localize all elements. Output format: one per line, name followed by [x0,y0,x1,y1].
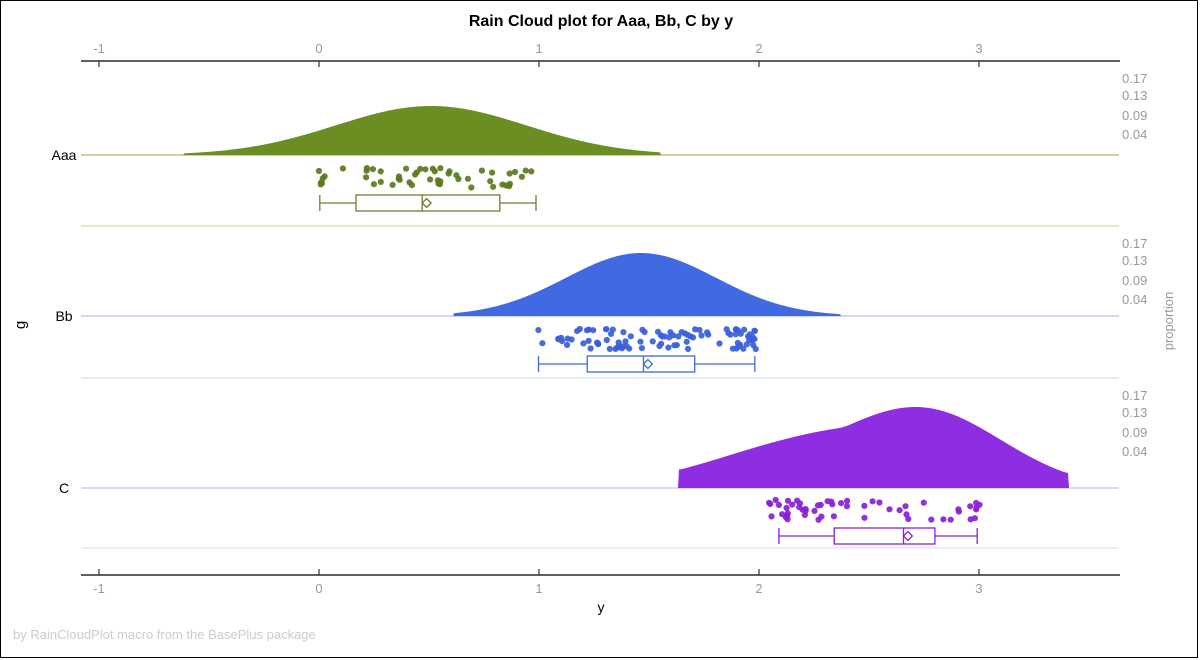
svg-text:0: 0 [315,41,322,56]
svg-text:1: 1 [535,41,542,56]
svg-text:2: 2 [755,581,762,596]
svg-text:0.17: 0.17 [1122,388,1147,403]
svg-text:0.04: 0.04 [1122,292,1147,307]
svg-text:0.04: 0.04 [1122,444,1147,459]
svg-text:0.13: 0.13 [1122,405,1147,420]
svg-text:0.13: 0.13 [1122,88,1147,103]
svg-text:3: 3 [975,41,982,56]
svg-text:g: g [12,321,29,329]
svg-text:0.09: 0.09 [1122,108,1147,123]
svg-text:0.17: 0.17 [1122,236,1147,251]
svg-text:Rain Cloud plot for Aaa, Bb, C: Rain Cloud plot for Aaa, Bb, C by y [469,13,733,30]
svg-text:y: y [598,599,605,615]
svg-text:0: 0 [315,581,322,596]
svg-text:Bb: Bb [55,308,72,324]
svg-text:Aaa: Aaa [52,147,77,163]
svg-text:-1: -1 [93,41,105,56]
svg-text:0.09: 0.09 [1122,273,1147,288]
svg-text:0.04: 0.04 [1122,127,1147,142]
svg-text:by RainCloudPlot macro from th: by RainCloudPlot macro from the BasePlus… [13,627,316,642]
svg-text:proportion: proportion [1161,292,1176,351]
svg-text:0.17: 0.17 [1122,71,1147,86]
svg-text:0.13: 0.13 [1122,253,1147,268]
svg-text:0.09: 0.09 [1122,425,1147,440]
svg-text:3: 3 [975,581,982,596]
svg-text:2: 2 [755,41,762,56]
svg-text:1: 1 [535,581,542,596]
svg-text:C: C [59,480,69,496]
svg-text:-1: -1 [93,581,105,596]
